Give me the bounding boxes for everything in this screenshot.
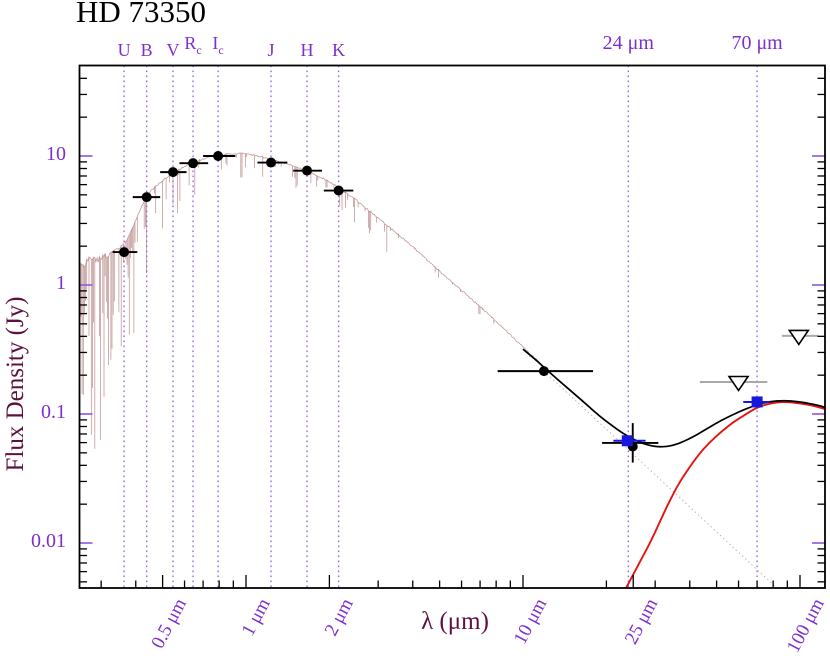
band-label-text: B <box>140 40 153 60</box>
dust-excess-curve <box>624 401 825 588</box>
total-model-curve <box>522 348 825 448</box>
band-label-24μm: 24 μm <box>583 32 673 55</box>
photometry-point-K <box>333 185 344 196</box>
band-label-R: Rc <box>153 33 233 58</box>
photosphere-tail-dotted <box>546 373 778 588</box>
band-label-K: K <box>299 40 379 61</box>
y-tick-label-1: 1 <box>56 272 66 294</box>
y-tick-label-10: 10 <box>46 143 66 165</box>
stellar-spectrum-curve <box>79 152 549 449</box>
band-label-V: V <box>133 40 213 61</box>
axis-ticks <box>79 77 825 588</box>
band-label-text: 70 μm <box>731 32 783 54</box>
band-label-text: U <box>117 40 131 60</box>
data-layer <box>79 65 825 588</box>
photometry-point-J <box>266 157 277 168</box>
photometry-point-Rc <box>188 158 199 169</box>
band-label-text: H <box>300 40 314 60</box>
plot-frame <box>78 64 826 589</box>
band-label-H: H <box>267 40 347 61</box>
mips-square-23.8 <box>621 435 633 447</box>
x-axis-title: λ (μm) <box>421 608 489 635</box>
band-label-subscript: c <box>196 43 202 57</box>
band-label-U: U <box>84 40 164 61</box>
band-label-text: J <box>267 40 275 60</box>
band-label-B: B <box>107 40 187 61</box>
band-label-70μm: 70 μm <box>712 32 802 55</box>
mips-square-70 <box>751 396 763 408</box>
band-label-text: 24 μm <box>602 32 654 54</box>
upper-limit-triangle-99 <box>787 329 810 346</box>
band-label-subscript: c <box>218 43 224 57</box>
photometry-point-U <box>119 247 130 258</box>
upper-limit-triangle-60 <box>727 375 750 392</box>
photometry-point-B <box>141 192 152 203</box>
y-tick-label-0.1: 0.1 <box>41 401 66 423</box>
chart-title: HD 73350 <box>76 0 207 29</box>
band-label-text: V <box>166 40 180 60</box>
y-axis-title: Flux Density (Jy) <box>2 296 29 472</box>
band-label-text: K <box>332 40 346 60</box>
markers-layer <box>112 151 819 463</box>
y-tick-label-0.01: 0.01 <box>31 530 66 552</box>
photometry-point-H <box>302 165 313 176</box>
photometry-point-V <box>167 167 178 178</box>
band-label-text: I <box>212 33 219 53</box>
photometry-point-Ic <box>213 151 224 161</box>
photometry-point-11.9 <box>538 366 549 377</box>
band-label-text: R <box>184 33 197 53</box>
band-label-I: Ic <box>178 33 258 58</box>
band-label-J: J <box>231 40 311 61</box>
